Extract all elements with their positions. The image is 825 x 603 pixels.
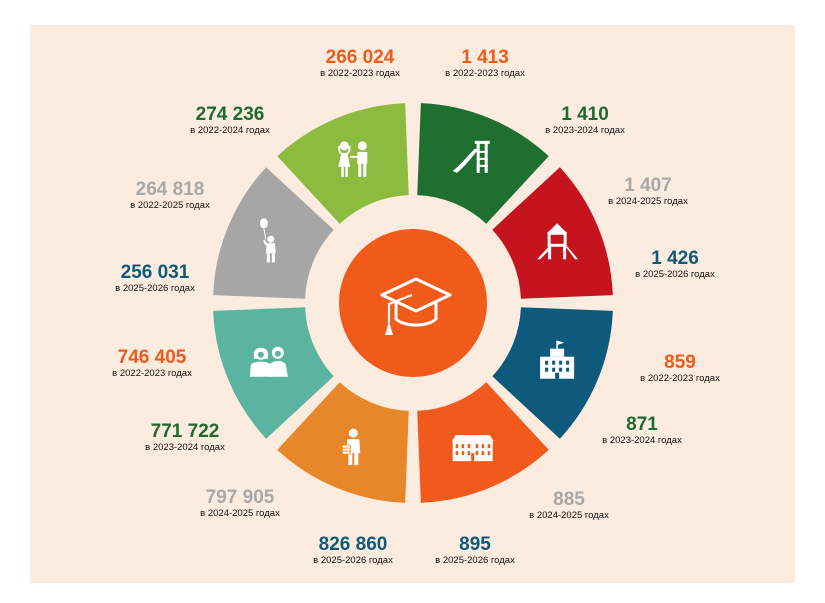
label-kids-2022-2024: 274 236 в 2022-2024 годах [170,105,290,137]
label-caption: в 2024-2025 годах [608,196,688,207]
label-schools-2022-2023: 859 в 2022-2023 годах [620,353,740,385]
label-schools-2024-2025: 885 в 2024-2025 годах [509,490,629,522]
label-students-2022-2023: 746 405 в 2022-2023 годах [92,348,212,380]
label-value: 859 [664,352,696,373]
label-value: 264 818 [135,179,205,200]
label-caption: в 2024-2025 годах [529,510,609,521]
label-kids-2025-2026: 256 031 в 2025-2026 годах [95,263,215,295]
segment-orange-left [277,382,409,503]
label-caption: в 2023-2024 годах [602,435,682,446]
label-caption: в 2025-2026 годах [115,283,195,294]
label-caption: в 2022-2023 годах [640,373,720,384]
label-value: 871 [626,414,658,435]
label-value: 746 405 [117,347,187,368]
segments-layer [213,103,613,503]
child-with-balloon-icon [259,218,276,263]
label-caption: в 2022-2023 годах [320,68,400,79]
label-schools-2023-2024: 871 в 2023-2024 годах [582,415,702,447]
label-playgrounds-2022-2023: 1 413 в 2022-2023 годах [425,48,545,80]
label-value: 1 413 [461,47,509,68]
segment-green-right [417,103,549,224]
label-caption: в 2023-2024 годах [145,442,225,453]
label-kids-2022-2023: 266 024 в 2022-2023 годах [300,48,420,80]
label-students-2023-2024: 771 722 в 2023-2024 годах [125,422,245,454]
graduation-cap-icon [380,277,452,335]
center-layer [339,229,487,377]
label-value: 885 [553,489,585,510]
label-caption: в 2022-2023 годах [112,368,192,379]
two-children-icon [338,141,368,177]
label-playgrounds-2023-2024: 1 410 в 2023-2024 годах [525,105,645,137]
label-caption: в 2022-2025 годах [130,200,210,211]
student-with-books-icon [341,428,361,466]
label-value: 826 860 [318,534,388,555]
playground-icon [537,223,579,260]
label-value: 797 905 [205,487,275,508]
label-playgrounds-2025-2026: 1 426 в 2025-2026 годах [615,249,735,281]
label-value: 895 [459,534,491,555]
label-value: 274 236 [195,104,265,125]
label-value: 256 031 [120,262,190,283]
label-caption: в 2022-2023 годах [445,68,525,79]
label-kids-2022-2025: 264 818 в 2022-2025 годах [110,180,230,212]
label-value: 771 722 [150,421,220,442]
label-caption: в 2025-2026 годах [313,555,393,566]
label-caption: в 2023-2024 годах [545,125,625,136]
label-value: 1 407 [624,175,672,196]
label-value: 1 410 [561,104,609,125]
label-value: 1 426 [651,248,699,269]
label-caption: в 2025-2026 годах [435,555,515,566]
teenagers-icon [249,346,288,377]
label-students-2025-2026: 826 860 в 2025-2026 годах [293,535,413,567]
label-value: 266 024 [325,47,395,68]
label-students-2024-2025: 797 905 в 2024-2025 годах [180,488,300,520]
college-building-icon [451,435,494,462]
segment-grey [213,167,334,299]
label-playgrounds-2024-2025: 1 407 в 2024-2025 годах [588,176,708,208]
slide-icon [452,140,490,173]
label-caption: в 2025-2026 годах [635,269,715,280]
school-icon [540,340,575,379]
label-schools-2025-2026: 895 в 2025-2026 годах [415,535,535,567]
center-circle [339,229,487,377]
label-caption: в 2022-2024 годах [190,125,270,136]
label-caption: в 2024-2025 годах [200,508,280,519]
